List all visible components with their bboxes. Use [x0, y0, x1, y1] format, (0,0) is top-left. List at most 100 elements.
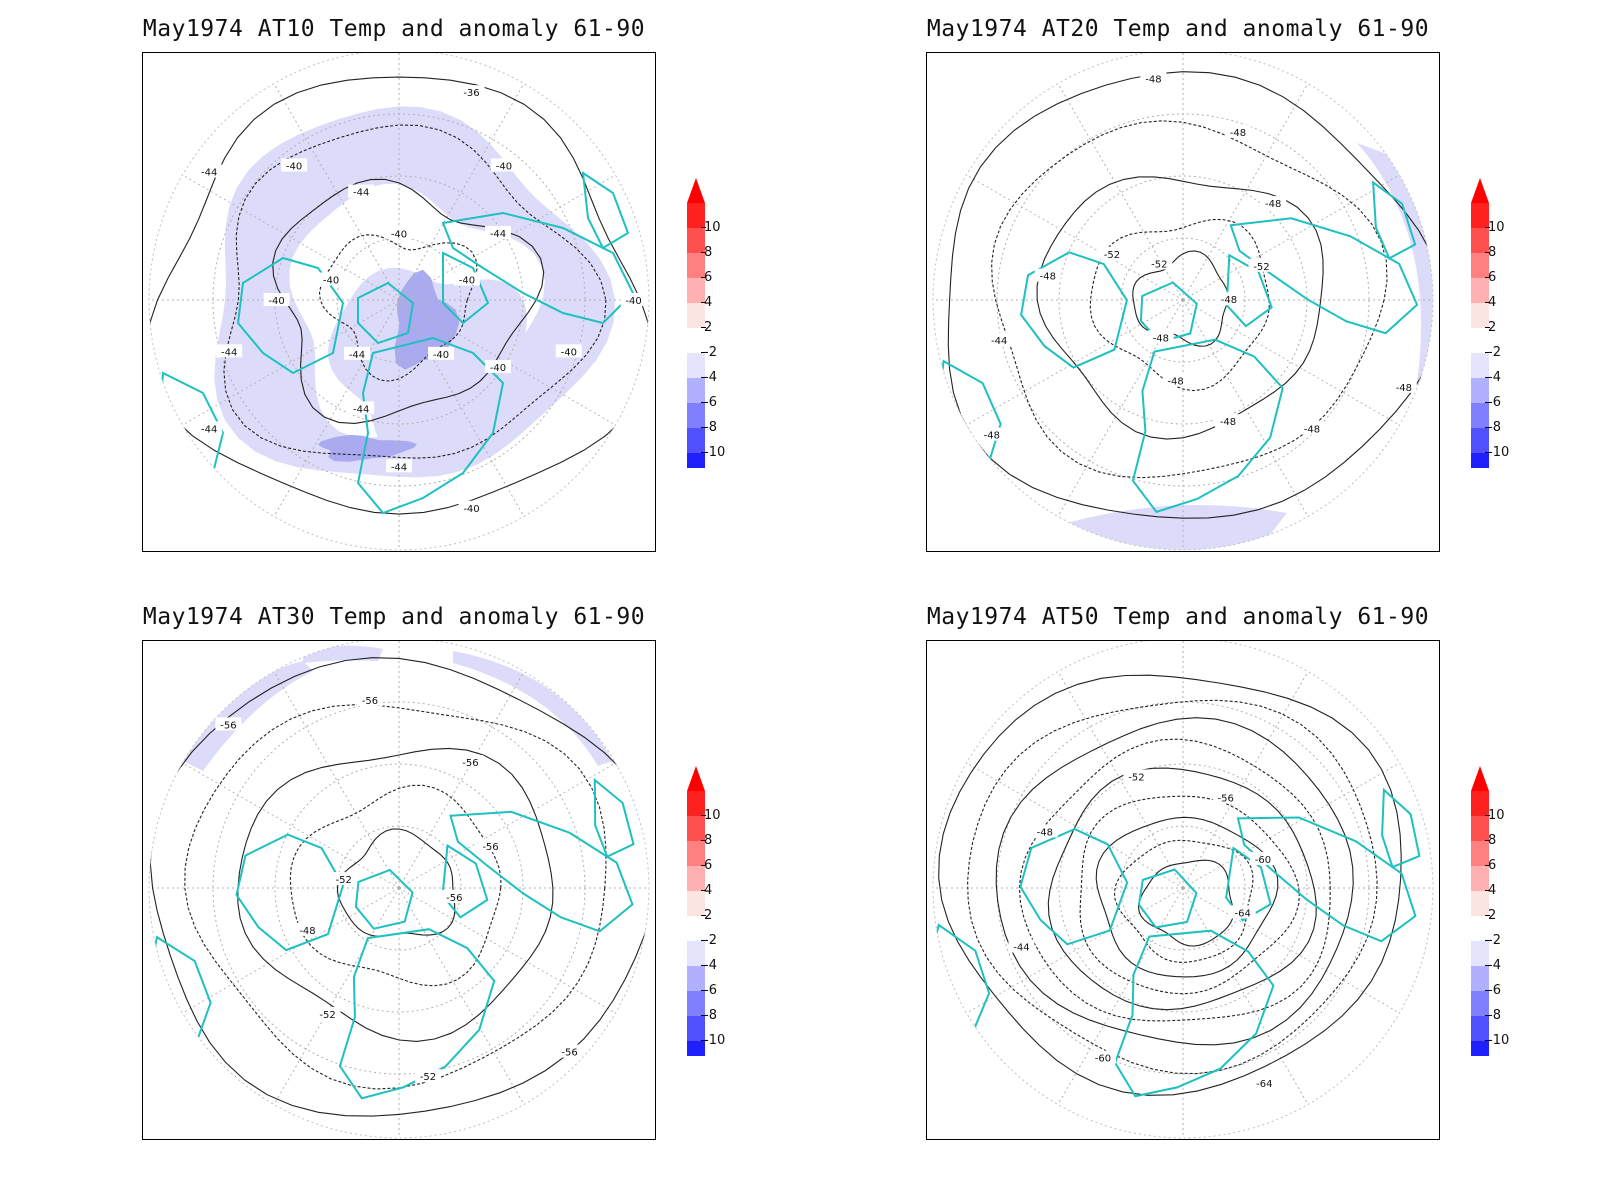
contour-label-bg [458, 500, 485, 514]
contour-label-bg [1162, 373, 1189, 387]
colorbar-segment [687, 328, 705, 353]
meridian-line [1182, 299, 1309, 517]
meridian-line [1182, 299, 1400, 426]
contour-label-bg [386, 459, 412, 473]
contour-label: -52 [1128, 772, 1144, 783]
colorbar-label: 8 [704, 244, 713, 260]
contour-label: -52 [336, 875, 352, 886]
coastline [1019, 828, 1129, 946]
colorbar-label: -4 [1488, 957, 1501, 973]
colorbar: 10 8 6 4 2 -2 -4 -6 -8 -10 [686, 178, 766, 468]
contour-labels: -56 -52 -52 -48 -52 -56 -56 -56 -56 -56 [215, 692, 583, 1083]
contour-label-bg [1089, 1050, 1116, 1064]
colorbar-label: 8 [704, 832, 713, 848]
meridian-line [273, 887, 400, 1105]
contour-label: -52 [1151, 259, 1167, 270]
colorbar-segment [687, 353, 705, 378]
colorbar-segment [687, 378, 705, 403]
meridian-line [1182, 887, 1400, 1014]
contour-label: -40 [323, 276, 339, 287]
contour-label-bg [1249, 852, 1276, 866]
contour-label: -44 [353, 188, 369, 199]
contour-label: -40 [463, 504, 479, 515]
map-boundary [932, 53, 1434, 551]
contour-label-bg [1008, 939, 1035, 953]
meridian-line [398, 887, 525, 1105]
colorbar-segment [687, 453, 705, 468]
colorbar-top-arrow [1471, 766, 1489, 791]
contour-label: -48 [1167, 377, 1183, 388]
graticule [932, 53, 1434, 551]
contour-label: -48 [1037, 827, 1053, 838]
coastline [593, 777, 635, 858]
colorbar-segment [1471, 816, 1489, 841]
contour-lines [938, 674, 1402, 1096]
contour-label: -48 [984, 431, 1000, 442]
contour-label: -40 [561, 347, 577, 358]
colorbar-segment [687, 991, 705, 1016]
contour-labels: -48 -48 -48 -48 -48 -48 -44 -48 -52 -52 -48 -48 -48 -… [978, 71, 1417, 442]
map-boundary [148, 53, 650, 551]
contour-label-bg [620, 293, 647, 306]
colorbar-label: -6 [1488, 394, 1501, 410]
coastline [1137, 868, 1198, 929]
meridian-line [398, 762, 616, 889]
contour-label-bg [458, 85, 485, 99]
colorbar-segment [1471, 203, 1489, 228]
contour-line [1095, 816, 1279, 978]
coastline [1131, 338, 1284, 514]
contour-line [237, 747, 554, 1042]
contour-label-bg [1098, 246, 1125, 260]
polar-map: -56 -52 -52 -48 -52 -56 -56 -56 -56 -56 [142, 640, 656, 1140]
meridian-line [398, 887, 616, 1014]
colorbar-segment [1471, 1041, 1489, 1056]
disk-mask [927, 53, 1439, 551]
contour-label-bg [216, 344, 243, 358]
contour-label-bg [294, 922, 321, 936]
contour-label-bg [441, 889, 468, 903]
contour-label: -52 [420, 1072, 436, 1083]
colorbar-svg [1471, 766, 1490, 1056]
anomaly-core [394, 269, 460, 370]
meridian-line [1182, 887, 1309, 1105]
colorbar-label: 4 [1488, 294, 1497, 310]
coastline [441, 843, 489, 919]
contour-label: -44 [1013, 943, 1029, 954]
colorbar-segment [1471, 428, 1489, 453]
contour-label: -44 [201, 168, 217, 179]
colorbar-segment [1471, 991, 1489, 1016]
contour-label-bg [485, 226, 511, 239]
colorbar-label: -8 [704, 419, 717, 435]
contour-label: -44 [349, 350, 365, 361]
contour-label: -40 [459, 276, 475, 287]
coastline [1020, 251, 1128, 369]
contour-label-bg [1215, 414, 1241, 428]
colorbar-segment [687, 253, 705, 278]
colorbar-label: 10 [1488, 807, 1505, 823]
contour-label: -40 [496, 162, 512, 173]
colorbar-label: 6 [1488, 269, 1497, 285]
graticule [932, 641, 1434, 1139]
map-svg: -40 -40 -40 -40 -40 -44 -44 -44 -44 -44 -40 -40 -44 -… [143, 53, 655, 551]
contour-label: -40 [433, 350, 449, 361]
colorbar-segment [1471, 353, 1489, 378]
colorbar-segment [1471, 278, 1489, 303]
contour-label: -48 [299, 926, 315, 937]
coastlines [934, 180, 1419, 514]
contour-label-bg [1251, 1075, 1278, 1089]
panel-at50: May1974 AT50 Temp and anomaly 61-90 -64-… [918, 588, 1538, 1158]
coastline [1381, 787, 1421, 869]
anomaly-region [453, 651, 613, 766]
colorbar-svg [687, 766, 706, 1056]
panel-at20: May1974 AT20 Temp and anomaly 61-90 -48-… [918, 0, 1538, 570]
contour-label: -60 [1095, 1054, 1111, 1065]
colorbar-label: 2 [704, 907, 713, 923]
colorbar-segment [1471, 253, 1489, 278]
colorbar-segment [1471, 841, 1489, 866]
contour-label-bg [415, 1069, 441, 1083]
contour-label: -48 [1220, 417, 1236, 428]
contour-label: -44 [201, 424, 217, 435]
colorbar-label: -6 [1488, 982, 1501, 998]
contour-label-bg [263, 293, 290, 306]
contour-line [1089, 218, 1270, 392]
